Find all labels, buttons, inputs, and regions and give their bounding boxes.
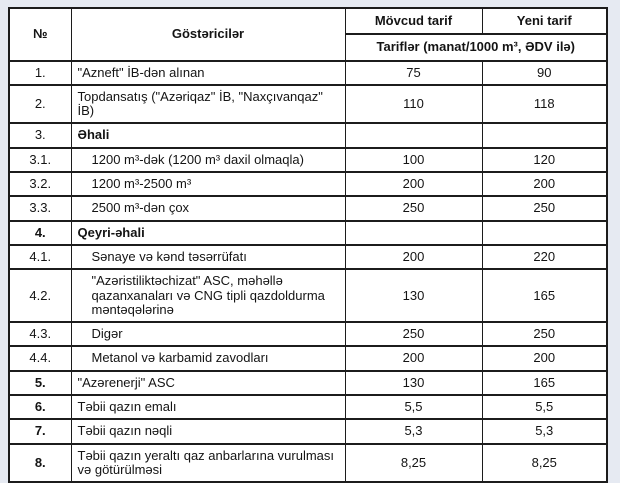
indicator-cell: Topdansatış ("Azəriqaz" İB, "Naxçıvanqaz… xyxy=(70,83,346,125)
row-number-cell: 4.3. xyxy=(8,321,72,348)
indicator-cell: Təbii qazın yeraltı qaz anbarlarına vuru… xyxy=(70,442,346,483)
new-tariff-cell: 5,3 xyxy=(481,418,608,445)
current-tariff-cell: 200 xyxy=(344,243,483,271)
table-row: 4.2. "Azəristiliktəchizat" ASC, məhəllə … xyxy=(8,268,608,324)
table-row: 5. "Azərenerji" ASC 130 165 xyxy=(8,369,608,397)
new-tariff-cell: 5,5 xyxy=(481,394,608,421)
new-tariff-cell: 250 xyxy=(481,195,608,222)
current-tariff-cell: 8,25 xyxy=(344,442,483,483)
new-tariff-cell: 200 xyxy=(481,345,608,372)
row-number-cell: 1. xyxy=(8,59,72,86)
table-row: 4.1. Sənaye və kənd təsərrüfatı 200 220 xyxy=(8,243,608,271)
new-tariff-cell xyxy=(481,219,608,246)
new-tariff-cell: 118 xyxy=(481,83,608,125)
new-tariff-cell: 200 xyxy=(481,171,608,198)
indicator-cell: Təbii qazın emalı xyxy=(70,394,346,421)
row-number-cell: 3.2. xyxy=(8,171,72,198)
indicator-cell: "Azərenerji" ASC xyxy=(70,369,346,397)
indicator-cell: Əhali xyxy=(70,122,346,149)
new-tariff-cell: 165 xyxy=(481,268,608,324)
row-number-cell: 4.1. xyxy=(8,243,72,271)
column-header-new-tariff: Yeni tarif xyxy=(481,6,608,36)
table-row-section: 3. Əhali xyxy=(8,122,608,149)
current-tariff-cell: 130 xyxy=(344,268,483,324)
indicator-cell: 2500 m³-dən çox xyxy=(70,195,346,222)
new-tariff-cell: 220 xyxy=(481,243,608,271)
table-row: 4.4. Metanol və karbamid zavodları 200 2… xyxy=(8,345,608,372)
row-number-cell: 5. xyxy=(8,369,72,397)
indicator-cell: Sənaye və kənd təsərrüfatı xyxy=(70,243,346,271)
indicator-cell: Metanol və karbamid zavodları xyxy=(70,345,346,372)
table-row: 7. Təbii qazın nəqli 5,3 5,3 xyxy=(8,418,608,445)
indicator-cell: Digər xyxy=(70,321,346,348)
table-row: 4.3. Digər 250 250 xyxy=(8,321,608,348)
column-header-current-tariff: Mövcud tarif xyxy=(344,6,483,36)
column-header-indicators: Göstəricilər xyxy=(70,7,346,62)
new-tariff-cell: 165 xyxy=(481,369,608,397)
current-tariff-cell xyxy=(344,122,483,149)
table-row: 8. Təbii qazın yeraltı qaz anbarlarına v… xyxy=(8,442,608,483)
current-tariff-cell: 5,3 xyxy=(344,418,483,445)
row-number-cell: 2. xyxy=(8,83,72,125)
row-number-cell: 4.2. xyxy=(8,268,72,324)
current-tariff-cell xyxy=(344,219,483,246)
indicator-cell: "Azneft" İB-dən alınan xyxy=(70,59,346,86)
current-tariff-cell: 75 xyxy=(344,59,483,86)
header-row-subheader: Tariflər (manat/1000 m³, ƏDV ilə) xyxy=(9,33,608,62)
current-tariff-cell: 250 xyxy=(344,321,483,348)
row-number-cell: 4.4. xyxy=(8,345,72,372)
row-number-cell: 8. xyxy=(8,442,72,483)
current-tariff-cell: 130 xyxy=(344,369,483,397)
row-number-cell: 4. xyxy=(8,219,72,246)
current-tariff-cell: 200 xyxy=(344,345,483,372)
tariffs-unit-subheader: Tariflər (manat/1000 m³, ƏDV ilə) xyxy=(344,33,608,62)
new-tariff-cell: 120 xyxy=(481,146,608,174)
current-tariff-cell: 200 xyxy=(344,171,483,198)
table-row-section: 4. Qeyri-əhali xyxy=(8,219,608,246)
table-row: 1. "Azneft" İB-dən alınan 75 90 xyxy=(8,59,608,86)
header-row-top: № Göstəricilər Mövcud tarif Yeni tarif xyxy=(8,6,608,62)
current-tariff-cell: 250 xyxy=(344,195,483,222)
new-tariff-cell: 90 xyxy=(481,59,608,86)
indicator-cell: 1200 m³-2500 m³ xyxy=(70,171,346,198)
new-tariff-cell xyxy=(481,122,608,149)
row-number-cell: 7. xyxy=(8,418,72,445)
current-tariff-cell: 5,5 xyxy=(344,394,483,421)
table-header: № Göstəricilər Mövcud tarif Yeni tarif T… xyxy=(8,6,608,62)
current-tariff-cell: 100 xyxy=(344,146,483,174)
table-row: 6. Təbii qazın emalı 5,5 5,5 xyxy=(8,394,608,421)
column-header-no: № xyxy=(8,7,72,62)
table-row: 3.2. 1200 m³-2500 m³ 200 200 xyxy=(8,171,608,198)
new-tariff-cell: 8,25 xyxy=(481,442,608,483)
table-row: 3.3. 2500 m³-dən çox 250 250 xyxy=(8,195,608,222)
indicator-cell: Təbii qazın nəqli xyxy=(70,418,346,445)
table-body: 1. "Azneft" İB-dən alınan 75 90 2. Topda… xyxy=(8,59,608,483)
indicator-cell: 1200 m³-dək (1200 m³ daxil olmaqla) xyxy=(70,146,346,174)
table-row: 3.1. 1200 m³-dək (1200 m³ daxil olmaqla)… xyxy=(8,146,608,174)
row-number-cell: 6. xyxy=(8,394,72,421)
indicator-cell: "Azəristiliktəchizat" ASC, məhəllə qazan… xyxy=(70,268,346,324)
row-number-cell: 3.3. xyxy=(8,195,72,222)
row-number-cell: 3.1. xyxy=(8,146,72,174)
table-row: 2. Topdansatış ("Azəriqaz" İB, "Naxçıvan… xyxy=(8,83,608,125)
indicator-cell: Qeyri-əhali xyxy=(70,219,346,246)
gas-tariff-table: № Göstəricilər Mövcud tarif Yeni tarif T… xyxy=(8,6,608,483)
row-number-cell: 3. xyxy=(8,122,72,149)
new-tariff-cell: 250 xyxy=(481,321,608,348)
current-tariff-cell: 110 xyxy=(344,83,483,125)
